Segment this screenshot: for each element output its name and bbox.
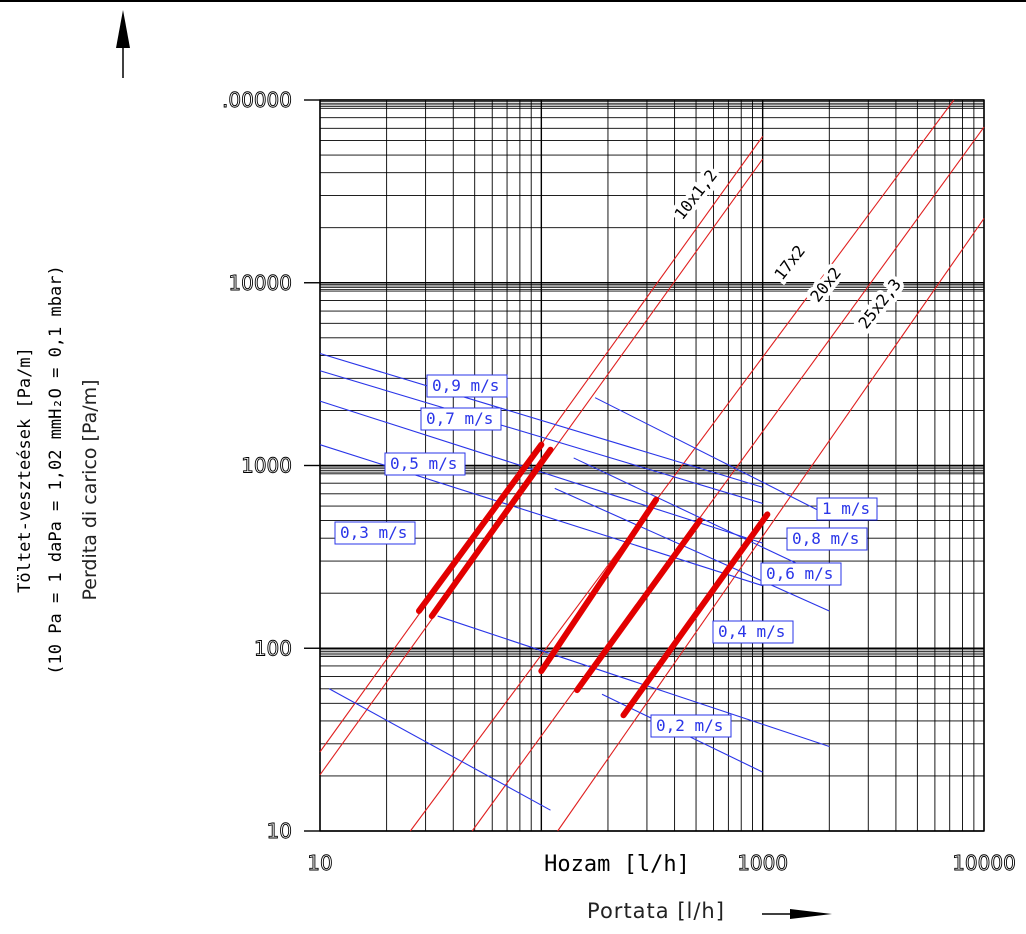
pipe-label: 17x2	[770, 242, 809, 284]
y-label-primary: Töltet-veszteések [Pa/m]	[15, 347, 35, 593]
velocity-label-box	[650, 714, 732, 738]
velocity-line	[319, 370, 763, 504]
y-tick-label: 100	[254, 636, 292, 660]
pipe-line	[409, 99, 955, 832]
velocity-label: 0,3 m/s	[340, 523, 407, 542]
operating-range-line	[538, 496, 660, 675]
velocity-label-box	[816, 497, 878, 521]
velocity-line	[437, 615, 830, 748]
velocity-line	[319, 352, 763, 488]
y-tick-label: 10000	[228, 271, 292, 295]
velocity-label: 0,2 m/s	[656, 716, 723, 735]
operating-range-line	[415, 441, 545, 614]
x-arrow-head	[790, 909, 832, 919]
velocity-line	[594, 397, 830, 517]
velocity-label-box	[712, 620, 794, 644]
velocity-label: 0,8 m/s	[792, 529, 859, 548]
operating-range-line	[620, 511, 771, 719]
velocity-line	[328, 688, 551, 811]
y-label-tertiary: Perdita di carico [Pa/m]	[79, 379, 101, 600]
grid	[304, 99, 985, 832]
y-tick-label: .00000	[222, 88, 292, 112]
y-tick-label: 10	[267, 819, 292, 843]
velocity-label: 0,9 m/s	[432, 376, 499, 395]
y-tick-label: 1000	[241, 454, 292, 478]
operating-ranges	[415, 441, 771, 719]
velocity-label-box	[420, 407, 502, 431]
velocity-label-box	[760, 562, 842, 586]
operating-range-line	[428, 446, 554, 620]
velocity-label-box	[786, 527, 868, 551]
x-tick-label: 10000	[952, 851, 1016, 875]
velocity-label: 0,5 m/s	[390, 454, 457, 473]
velocity-label: 1 m/s	[822, 499, 870, 518]
y-arrow-head	[116, 10, 130, 48]
velocity-label-box	[334, 521, 416, 545]
velocity-label-box	[384, 452, 466, 476]
operating-range-line	[574, 517, 703, 694]
velocity-label: 0,6 m/s	[766, 564, 833, 583]
x-label-primary: Hozam [l/h]	[544, 852, 690, 877]
velocity-line	[554, 487, 830, 612]
x-label-secondary: Portata [l/h]	[587, 899, 725, 923]
x-tick-label: 1000	[737, 851, 788, 875]
velocity-label-box	[426, 374, 508, 398]
tick-labels: 10 1000 10000 10 100 1000 10000 .00000	[222, 88, 1017, 876]
x-tick-label: 10	[307, 851, 332, 875]
velocity-label: 0,4 m/s	[718, 622, 785, 641]
pipe-line	[557, 218, 985, 832]
pipe-line	[471, 126, 985, 832]
y-label-secondary: (10 Pa = 1 daPa = 1,02 mmH₂O = 0,1 mbar)	[46, 265, 66, 674]
velocity-line	[319, 400, 763, 544]
velocity-label: 0,7 m/s	[426, 409, 493, 428]
